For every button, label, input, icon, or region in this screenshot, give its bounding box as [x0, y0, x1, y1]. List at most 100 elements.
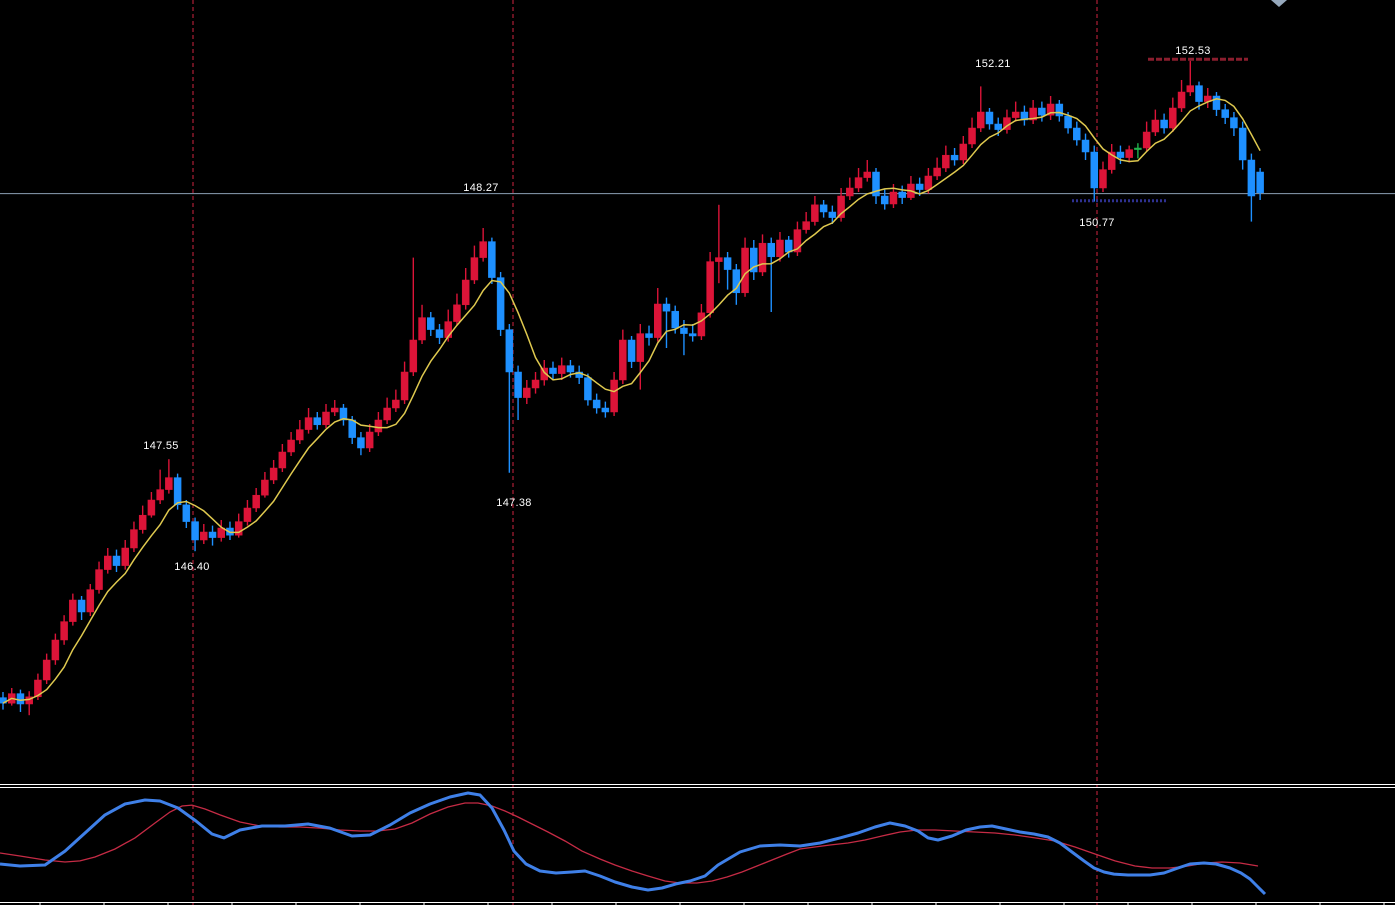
candle-body: [1142, 131, 1151, 149]
candle-body: [645, 333, 653, 338]
candle-body: [828, 211, 837, 218]
candle-body: [767, 242, 775, 258]
candle-body: [470, 257, 479, 281]
candle-body: [1020, 111, 1029, 121]
ma-line-path: [2, 98, 1261, 704]
candle-body: [435, 329, 444, 338]
candle-body: [994, 123, 1002, 130]
candle-body: [42, 659, 51, 681]
price-label-152-53: 152.53: [1175, 45, 1211, 57]
price-label-152-21: 152.21: [975, 58, 1011, 70]
candle-body: [392, 399, 400, 409]
candle-body: [208, 531, 217, 538]
candle-body: [706, 261, 714, 314]
candle-body: [968, 127, 976, 145]
candle-body: [1090, 151, 1098, 189]
candle-body: [592, 399, 601, 409]
candle-body: [627, 339, 636, 362]
candle-body: [654, 303, 662, 338]
trendline-objects[interactable]: [1072, 57, 1248, 203]
price-label-148-27: 148.27: [463, 182, 499, 194]
candle-body: [461, 279, 470, 306]
candle-body: [383, 407, 391, 421]
candle-body: [1011, 111, 1020, 118]
candle-body: [287, 439, 295, 453]
candle-body: [86, 589, 95, 613]
candle-body: [313, 417, 322, 426]
candle-body: [339, 407, 348, 421]
candle-body: [138, 514, 147, 530]
candle-body: [959, 143, 968, 161]
candle-body: [365, 431, 374, 449]
candle-body: [715, 257, 723, 262]
candle-body: [557, 365, 566, 374]
candle-body: [1221, 109, 1229, 118]
subwindow-separator[interactable]: [0, 784, 1395, 788]
candles-layer: [0, 60, 1264, 716]
candle-body: [1230, 117, 1238, 129]
candle-body: [776, 239, 784, 258]
moving-average-line: [2, 98, 1261, 704]
candle-body: [60, 621, 68, 641]
candle-body: [846, 187, 854, 197]
candle-body: [924, 175, 933, 190]
candle-body: [1151, 119, 1160, 133]
candle-body: [400, 371, 409, 401]
candle-body: [261, 479, 269, 496]
candle-body: [278, 451, 287, 469]
price-label-147-38: 147.38: [496, 497, 532, 509]
candle-body: [121, 547, 129, 566]
candle-body: [837, 195, 845, 218]
candle-body: [330, 407, 339, 413]
candle-body: [409, 339, 418, 373]
candle-body: [95, 569, 103, 590]
candle-body: [1247, 159, 1256, 197]
candle-body: [601, 407, 610, 413]
candle-body: [977, 111, 985, 129]
candle-body: [1169, 107, 1177, 129]
candle-body: [182, 504, 191, 522]
candle-body: [1256, 171, 1264, 194]
candle-body: [688, 333, 697, 337]
candle-body: [130, 529, 138, 549]
candle-body: [505, 329, 514, 373]
candle-body: [662, 303, 671, 312]
scroll-to-end-icon[interactable]: [1271, 0, 1287, 7]
candle-body: [1064, 115, 1072, 129]
candle-body: [1238, 127, 1247, 161]
candle-body: [610, 379, 618, 413]
candle-body: [488, 241, 496, 278]
indicator-main-line: [0, 791, 1267, 896]
candle-body: [584, 377, 592, 401]
candle-body: [802, 221, 810, 230]
candle-body: [104, 555, 112, 570]
candle-body: [811, 204, 819, 222]
candle-body: [531, 379, 540, 389]
candle-body: [147, 499, 156, 516]
candle-body: [374, 419, 383, 433]
candle-body: [540, 367, 549, 381]
candle-body: [933, 167, 941, 177]
indicator-signal-line: [0, 802, 1259, 884]
candle-body: [819, 204, 828, 213]
candle-body: [723, 257, 732, 270]
candle-body: [697, 312, 706, 337]
candle-body: [863, 171, 872, 178]
candle-body: [200, 531, 208, 541]
candle-body: [1177, 91, 1186, 109]
candle-body: [671, 310, 679, 329]
candle-body: [1055, 103, 1064, 117]
candle-body: [1134, 147, 1142, 150]
candle-body: [793, 229, 802, 253]
candle-body: [453, 304, 461, 322]
candle-body: [165, 477, 173, 490]
candle-body: [915, 183, 924, 190]
candle-body: [173, 477, 182, 506]
candle-body: [479, 241, 487, 258]
candle-body: [636, 333, 645, 362]
candle-body: [322, 411, 330, 426]
candle-body: [1160, 119, 1168, 129]
candle-body: [234, 521, 243, 536]
vertical-marker-lines[interactable]: [192, 0, 1098, 905]
